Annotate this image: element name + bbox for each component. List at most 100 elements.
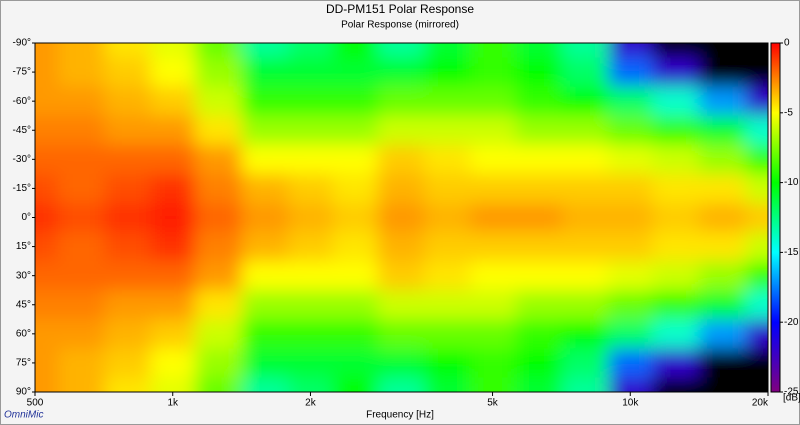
heat-cell [194, 202, 243, 233]
heat-cell [652, 319, 700, 349]
heat-cell [194, 232, 243, 262]
heat-cell [150, 144, 196, 175]
heat-cell [104, 261, 152, 291]
heat-cell [35, 86, 59, 117]
chart-title: DD-PM151 Polar Response [326, 2, 474, 16]
heat-cell [194, 290, 243, 320]
colorbar-tick-label: -5 [784, 107, 793, 118]
heat-cell [608, 290, 653, 320]
heat-cell [608, 86, 653, 117]
heatmap-cells [35, 43, 768, 392]
colorbar-label: [dB] [783, 393, 800, 404]
heat-cell [470, 377, 516, 392]
heat-cell [377, 57, 425, 88]
heat-cell [608, 261, 653, 291]
y-tick-label: 15° [16, 241, 31, 252]
heat-cell [35, 232, 59, 262]
heat-cell [652, 202, 700, 233]
heat-cell [104, 202, 152, 233]
heat-cell [652, 261, 700, 291]
heat-cell [241, 202, 289, 233]
heat-cell [699, 261, 747, 291]
heat-cell [562, 86, 609, 117]
x-tick-label: 5k [487, 398, 499, 409]
heat-cell [194, 319, 243, 349]
heat-cell [608, 144, 653, 175]
heat-cell [150, 173, 196, 204]
y-tick-label: -30° [13, 154, 31, 165]
heat-cell [377, 115, 425, 146]
y-tick-label: 30° [16, 270, 31, 281]
heat-cell [57, 86, 106, 117]
heat-cell [150, 232, 196, 262]
heat-cell [562, 319, 609, 349]
heat-cell [57, 173, 106, 204]
heat-cell [288, 115, 334, 146]
y-tick-label: -60° [13, 96, 31, 107]
heat-cell [377, 261, 425, 291]
heatmap [35, 43, 768, 392]
heat-cell [35, 261, 59, 291]
heat-cell [699, 43, 747, 59]
heat-cell [332, 43, 379, 59]
heat-cell [104, 348, 152, 378]
heat-cell [562, 57, 609, 88]
heat-cell [35, 144, 59, 175]
heat-cell [562, 173, 609, 204]
heat-cell [332, 173, 379, 204]
heat-cell [377, 290, 425, 320]
heat-cell [57, 319, 106, 349]
heat-cell [745, 202, 768, 233]
heat-cell [652, 57, 700, 88]
heat-cell [332, 232, 379, 262]
heat-cell [57, 348, 106, 378]
heat-cell [745, 43, 768, 59]
y-tick-label: 75° [16, 358, 31, 369]
heat-cell [57, 115, 106, 146]
heat-cell [194, 261, 243, 291]
heat-cell [35, 57, 59, 88]
heat-cell [104, 144, 152, 175]
heat-cell [241, 43, 289, 59]
heat-cell [332, 144, 379, 175]
heat-cell [332, 377, 379, 392]
heat-cell [424, 144, 471, 175]
heat-cell [35, 173, 59, 204]
heat-cell [57, 43, 106, 59]
heat-cell [652, 173, 700, 204]
heat-cell [470, 115, 516, 146]
heat-cell [424, 57, 471, 88]
heat-cell [150, 115, 196, 146]
watermark: OmniMic [4, 410, 43, 421]
heat-cell [288, 144, 334, 175]
heat-cell [332, 115, 379, 146]
heat-cell [377, 86, 425, 117]
heat-cell [377, 377, 425, 392]
heat-cell [515, 173, 563, 204]
y-tick-label: -15° [13, 183, 31, 194]
heat-cell [699, 202, 747, 233]
colorbar-tick-label: -10 [784, 177, 799, 188]
heat-cell [288, 232, 334, 262]
heat-cell [608, 115, 653, 146]
heat-cell [288, 43, 334, 59]
colorbar-tick-label: -15 [784, 247, 799, 258]
heat-cell [332, 261, 379, 291]
heat-cell [241, 261, 289, 291]
heat-cell [35, 202, 59, 233]
heat-cell [104, 232, 152, 262]
heat-cell [699, 115, 747, 146]
heat-cell [35, 43, 59, 59]
heat-cell [608, 43, 653, 59]
heat-cell [57, 57, 106, 88]
heat-cell [470, 202, 516, 233]
heat-cell [150, 377, 196, 392]
heat-cell [194, 86, 243, 117]
heat-cell [515, 144, 563, 175]
heat-cell [424, 232, 471, 262]
heat-cell [150, 290, 196, 320]
heat-cell [150, 202, 196, 233]
heat-cell [288, 290, 334, 320]
heat-cell [332, 86, 379, 117]
